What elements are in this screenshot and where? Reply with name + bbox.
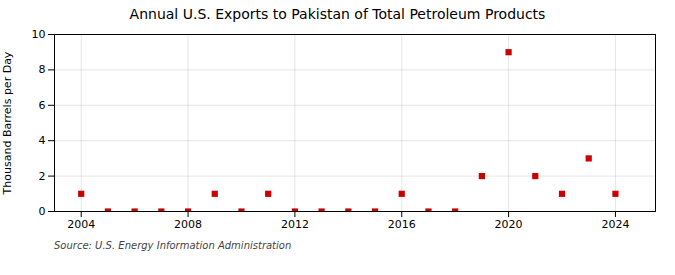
svg-text:2020: 2020 [495, 218, 523, 231]
svg-text:2: 2 [39, 170, 46, 183]
svg-text:2024: 2024 [601, 218, 629, 231]
svg-text:0: 0 [39, 205, 46, 218]
svg-text:6: 6 [39, 99, 46, 112]
svg-text:10: 10 [32, 28, 46, 41]
svg-text:2016: 2016 [388, 218, 416, 231]
svg-text:Thousand Barrels per Day: Thousand Barrels per Day [1, 51, 14, 195]
html-text:Source: U.S. Energy Informatio: Source: U.S. Energy Information Administ… [54, 240, 292, 251]
svg-text:2012: 2012 [281, 218, 309, 231]
svg-text:4: 4 [39, 134, 46, 147]
html-text:Annual U.S. Exports to Pakista: Annual U.S. Exports to Pakistan of Total… [129, 6, 546, 22]
svg-text:2008: 2008 [174, 218, 202, 231]
svg-text:8: 8 [39, 63, 46, 76]
svg-text:2004: 2004 [67, 218, 95, 231]
